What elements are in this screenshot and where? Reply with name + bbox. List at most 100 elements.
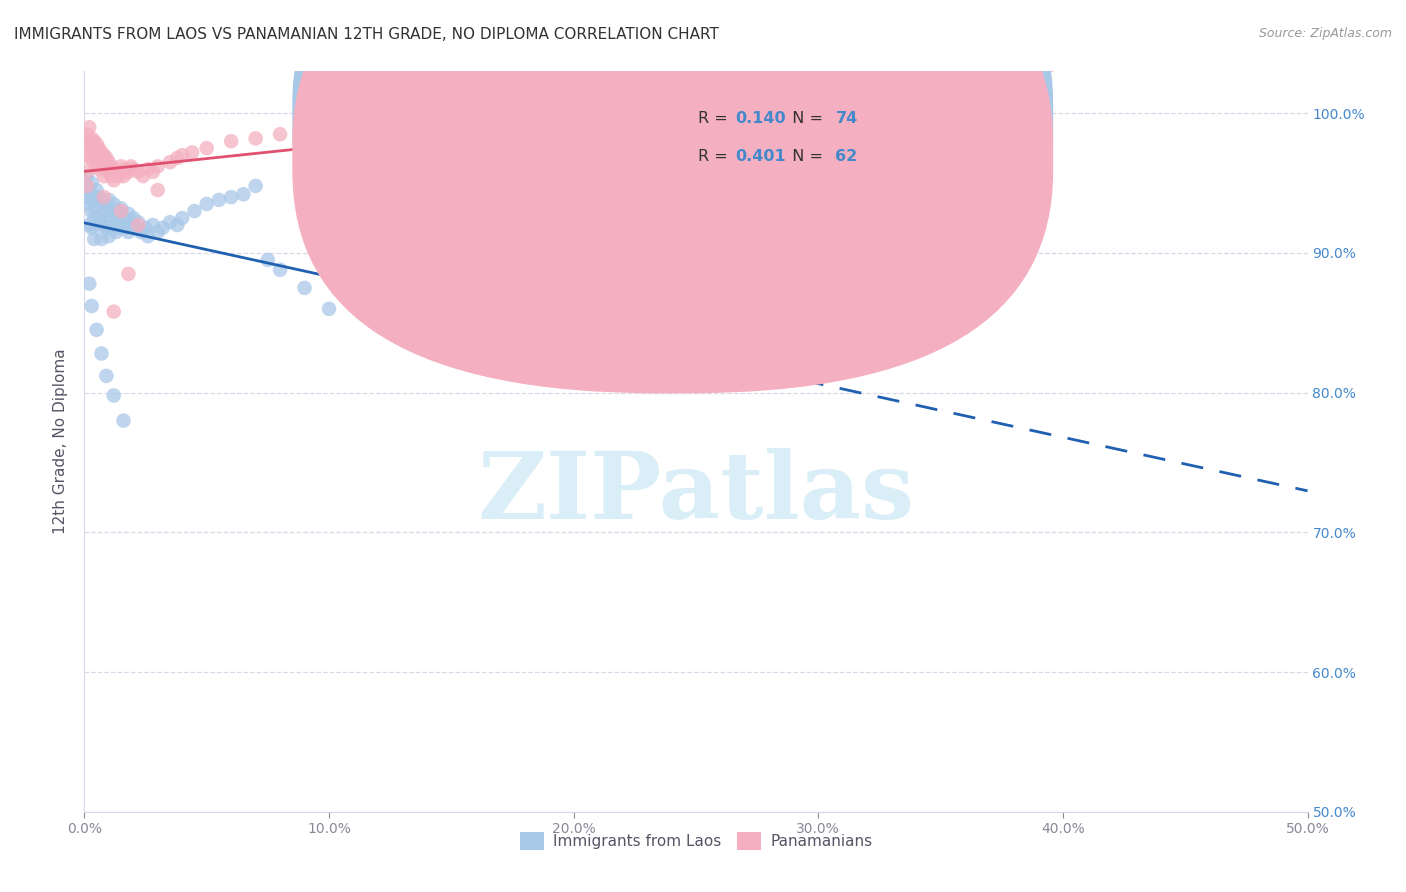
Point: [80, 299, 103, 313]
Point: [107, 169, 129, 183]
Point: [107, 220, 129, 235]
Point: [83, 193, 105, 207]
Point: [77, 145, 100, 160]
Point: [96, 204, 118, 219]
Point: [142, 165, 165, 179]
Point: [115, 162, 138, 177]
Point: [181, 145, 204, 160]
Point: [110, 165, 132, 179]
Point: [77, 134, 100, 148]
Point: [117, 165, 139, 179]
Point: [90, 232, 112, 246]
Point: [97, 165, 120, 179]
Point: [232, 187, 254, 202]
Point: [269, 262, 291, 277]
Point: [86, 218, 108, 232]
Point: [80, 151, 103, 165]
Point: [103, 304, 125, 318]
Point: [80, 131, 103, 145]
Point: [103, 173, 125, 187]
Point: [93, 197, 115, 211]
Point: [367, 318, 389, 333]
Point: [146, 159, 169, 173]
Point: [195, 141, 218, 155]
Point: [105, 207, 128, 221]
Point: [132, 169, 155, 183]
Point: [76, 127, 98, 141]
Point: [245, 131, 267, 145]
Point: [97, 211, 120, 225]
Point: [96, 151, 118, 165]
Point: [208, 193, 231, 207]
Point: [110, 201, 132, 215]
Point: [129, 225, 152, 239]
Point: [318, 301, 340, 316]
Point: [87, 190, 110, 204]
Y-axis label: 12th Grade, No Diploma: 12th Grade, No Diploma: [53, 349, 69, 534]
Point: [103, 162, 125, 177]
Point: [464, 333, 486, 347]
Point: [257, 252, 280, 267]
Point: [112, 169, 135, 183]
Point: [77, 151, 100, 165]
Point: [80, 176, 103, 190]
Point: [97, 155, 120, 169]
Point: [103, 197, 125, 211]
Point: [110, 204, 132, 219]
Point: [80, 187, 103, 202]
Text: ZIPatlas: ZIPatlas: [478, 449, 914, 539]
Point: [122, 211, 145, 225]
Point: [93, 169, 115, 183]
Point: [77, 120, 100, 135]
Point: [136, 162, 159, 177]
Point: [90, 215, 112, 229]
Point: [86, 323, 108, 337]
Point: [183, 204, 205, 219]
Point: [93, 159, 115, 173]
Point: [152, 220, 174, 235]
Point: [96, 162, 118, 177]
Point: [90, 193, 112, 207]
Point: [80, 141, 103, 155]
Point: [103, 218, 125, 232]
Point: [127, 218, 149, 232]
Point: [76, 169, 98, 183]
Point: [97, 193, 120, 207]
FancyBboxPatch shape: [641, 90, 935, 194]
Point: [120, 218, 142, 232]
Point: [107, 204, 129, 219]
Point: [90, 145, 112, 160]
Point: [87, 162, 110, 177]
Point: [80, 204, 103, 219]
FancyBboxPatch shape: [292, 0, 1053, 393]
Legend: Immigrants from Laos, Panamanians: Immigrants from Laos, Panamanians: [513, 826, 879, 856]
Point: [159, 215, 181, 229]
Text: Source: ZipAtlas.com: Source: ZipAtlas.com: [1258, 27, 1392, 40]
FancyBboxPatch shape: [292, 0, 1053, 355]
Point: [172, 148, 194, 162]
Point: [245, 178, 267, 193]
Text: 0.401: 0.401: [735, 149, 786, 164]
Point: [146, 183, 169, 197]
Point: [77, 218, 100, 232]
Point: [83, 145, 105, 160]
Point: [93, 218, 115, 232]
Point: [112, 211, 135, 225]
Point: [120, 159, 142, 173]
Point: [93, 190, 115, 204]
Point: [110, 159, 132, 173]
Point: [513, 106, 536, 120]
Point: [86, 136, 108, 151]
Point: [127, 165, 149, 179]
Point: [117, 225, 139, 239]
Point: [172, 211, 194, 225]
Point: [125, 220, 148, 235]
Text: N =: N =: [782, 111, 828, 126]
Point: [96, 220, 118, 235]
Point: [76, 136, 98, 151]
Text: N =: N =: [782, 149, 828, 164]
Point: [166, 218, 188, 232]
Point: [87, 151, 110, 165]
Point: [83, 155, 105, 169]
Text: R =: R =: [699, 111, 734, 126]
